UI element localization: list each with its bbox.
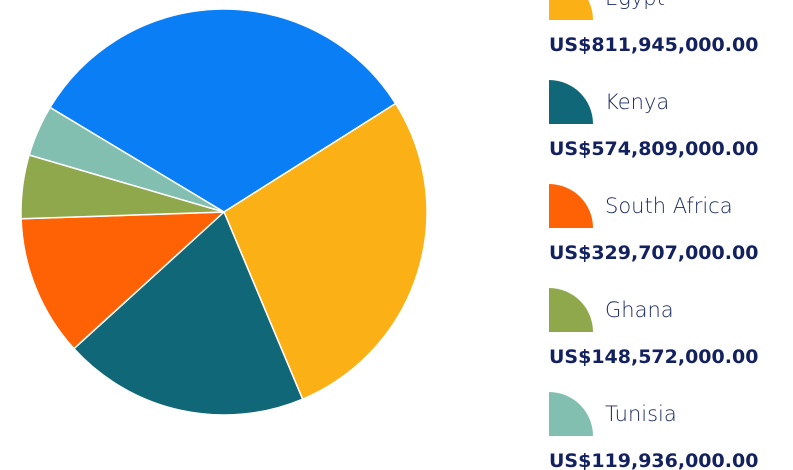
legend-label: Tunisia [605, 402, 677, 426]
legend-value: US$119,936,000.00 [549, 450, 758, 470]
pie-slice [223, 102, 428, 401]
legend-value: US$148,572,000.00 [549, 346, 758, 368]
legend-label: Ghana [605, 298, 674, 322]
legend-label: Kenya [605, 90, 669, 114]
legend-swatch [549, 288, 593, 332]
legend-swatch [549, 80, 593, 124]
legend-value: US$811,945,000.00 [549, 34, 758, 56]
pie-slice [28, 106, 225, 213]
legend-value: US$329,707,000.00 [549, 242, 758, 264]
legend-swatch [549, 392, 593, 436]
pie-slice [20, 211, 227, 350]
pie-slice [72, 210, 304, 416]
legend-label: Egypt [605, 0, 665, 10]
legend-swatch [549, 184, 593, 228]
legend-swatch [549, 0, 593, 20]
legend-label: South Africa [605, 194, 733, 218]
pie-slice [48, 8, 397, 213]
legend-value: US$574,809,000.00 [549, 138, 758, 160]
